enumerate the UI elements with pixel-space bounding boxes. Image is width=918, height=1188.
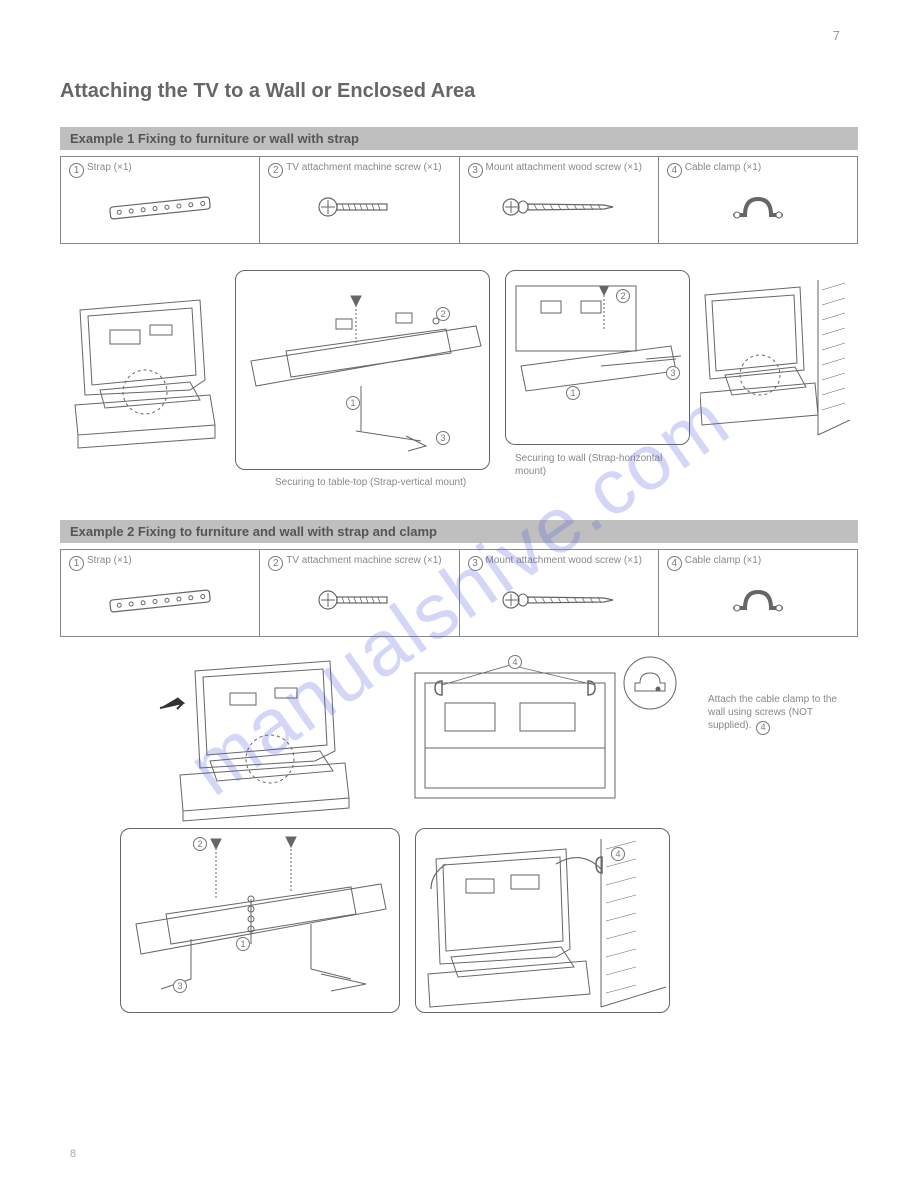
- callout-3: 3: [173, 979, 187, 993]
- section2-diagram: 4 Attach the cable clamp to the wall usi…: [60, 653, 858, 1023]
- page-number-bottom: 8: [70, 1148, 76, 1160]
- part-label: Strap (×1): [87, 555, 132, 567]
- detail-box-2: 2 1 3: [505, 270, 690, 445]
- part-label: Mount attachment wood screw (×1): [486, 555, 642, 567]
- section1-heading: Example 1 Fixing to furniture or wall wi…: [60, 127, 858, 150]
- part-cell: 4 Cable clamp (×1): [659, 157, 857, 243]
- part-cell: 3 Mount attachment wood screw (×1): [460, 157, 659, 243]
- callout-2: 2: [436, 307, 450, 321]
- tv-back-clamp-icon: [400, 653, 700, 813]
- section1-parts-row: 1 Strap (×1) 2 TV attachment machine scr…: [60, 156, 858, 244]
- part-cell: 1 Strap (×1): [61, 157, 260, 243]
- tv-stand-left-icon: [60, 290, 230, 460]
- callout-4: 4: [611, 847, 625, 861]
- callout-1: 1: [346, 396, 360, 410]
- page-title: Attaching the TV to a Wall or Enclosed A…: [60, 80, 858, 103]
- part-cell: 2 TV attachment machine screw (×1): [260, 550, 459, 636]
- part-number: 2: [268, 556, 283, 571]
- section2-parts-row: 1 Strap (×1) 2 TV attachment machine scr…: [60, 549, 858, 637]
- machine-screw-icon: [268, 180, 450, 233]
- cable-clamp-icon: [667, 573, 849, 626]
- callout-1: 1: [236, 937, 250, 951]
- part-number: 2: [268, 163, 283, 178]
- part-number: 4: [667, 556, 682, 571]
- part-cell: 1 Strap (×1): [61, 550, 260, 636]
- callout-1: 1: [566, 386, 580, 400]
- callout-4-inline: 4: [756, 721, 770, 735]
- callout-3: 3: [666, 366, 680, 380]
- part-cell: 4 Cable clamp (×1): [659, 550, 857, 636]
- machine-screw-icon: [268, 573, 450, 626]
- tv-wall-right-icon: [700, 275, 850, 445]
- detail-box-4: 4: [415, 828, 670, 1013]
- part-label: TV attachment machine screw (×1): [286, 162, 441, 174]
- caption-1: Securing to table-top (Strap-vertical mo…: [235, 476, 490, 489]
- strap-icon: [69, 573, 251, 626]
- wood-screw-icon: [468, 573, 650, 626]
- note-text: Attach the cable clamp to the wall using…: [708, 693, 848, 733]
- callout-2: 2: [616, 289, 630, 303]
- part-number: 3: [468, 556, 483, 571]
- cable-clamp-icon: [667, 180, 849, 233]
- caption-2: Securing to wall (Strap-horizontal mount…: [505, 452, 690, 478]
- part-number: 3: [468, 163, 483, 178]
- tv-stand-arrow-icon: [155, 653, 365, 823]
- part-label: Cable clamp (×1): [685, 555, 761, 567]
- part-cell: 3 Mount attachment wood screw (×1): [460, 550, 659, 636]
- part-label: Mount attachment wood screw (×1): [486, 162, 642, 174]
- part-label: TV attachment machine screw (×1): [286, 555, 441, 567]
- callout-3: 3: [436, 431, 450, 445]
- wood-screw-icon: [468, 180, 650, 233]
- strap-icon: [69, 180, 251, 233]
- part-number: 1: [69, 163, 84, 178]
- page-number-top: 7: [833, 28, 840, 43]
- detail-box-3: 2 1 3: [120, 828, 400, 1013]
- part-cell: 2 TV attachment machine screw (×1): [260, 157, 459, 243]
- section1-diagram: 2 1 3 2 1 3: [60, 260, 858, 490]
- callout-4: 4: [508, 655, 522, 669]
- section2-heading: Example 2 Fixing to furniture and wall w…: [60, 520, 858, 543]
- part-label: Cable clamp (×1): [685, 162, 761, 174]
- part-number: 1: [69, 556, 84, 571]
- part-number: 4: [667, 163, 682, 178]
- callout-2: 2: [193, 837, 207, 851]
- part-label: Strap (×1): [87, 162, 132, 174]
- detail-box-1: 2 1 3: [235, 270, 490, 470]
